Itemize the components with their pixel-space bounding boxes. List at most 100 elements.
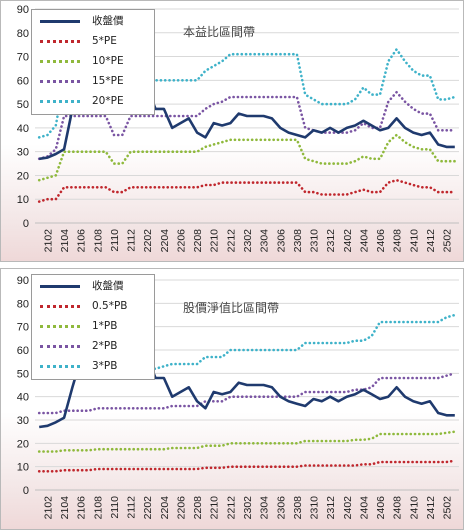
- x-tick-label: 2110: [109, 229, 121, 252]
- legend-item: 1*PB: [40, 319, 150, 333]
- x-tick-label: 2108: [92, 229, 104, 253]
- series-line-2: [37, 430, 457, 453]
- legend-swatch: [40, 365, 80, 368]
- x-tick-label: 2210: [209, 496, 221, 520]
- x-tick-label: 2302: [242, 496, 254, 520]
- legend-swatch: [40, 60, 80, 63]
- y-tick-label: 90: [17, 4, 29, 16]
- y-tick-label: 80: [17, 28, 29, 40]
- x-tick-label: 2110: [109, 496, 121, 519]
- x-tick-label: 2112: [126, 229, 138, 252]
- legend-item: 3*PB: [40, 359, 150, 373]
- series-line-1: [37, 459, 457, 473]
- legend-label: 0.5*PB: [92, 300, 128, 312]
- x-tick-label: 2404: [358, 496, 370, 520]
- legend-swatch: [40, 305, 80, 308]
- legend-item: 收盤價: [40, 279, 150, 293]
- legend-item: 2*PB: [40, 339, 150, 353]
- legend-swatch: [40, 40, 80, 43]
- legend-swatch: [40, 285, 80, 288]
- x-tick-label: 2202: [142, 229, 154, 253]
- y-tick-label: 20: [17, 438, 29, 450]
- legend-label: 收盤價: [92, 280, 124, 292]
- x-tick-label: 2402: [342, 229, 354, 253]
- x-tick-label: 2304: [259, 496, 271, 520]
- legend-label: 3*PB: [92, 360, 118, 372]
- x-tick-label: 2104: [59, 229, 71, 253]
- x-tick-label: 2306: [275, 496, 287, 520]
- x-tick-label: 2108: [92, 496, 104, 520]
- series-line-3: [37, 90, 457, 161]
- x-tick-label: 2210: [209, 229, 221, 253]
- x-tick-label: 2106: [76, 496, 88, 520]
- y-tick-label: 30: [17, 415, 29, 427]
- legend-item: 10*PE: [40, 54, 150, 68]
- x-tick-label: 2408: [392, 496, 404, 520]
- y-tick-label: 0: [23, 485, 29, 497]
- x-tick-label: 2410: [408, 496, 420, 520]
- legend-label: 收盤價: [92, 15, 124, 27]
- x-tick-label: 2312: [325, 496, 337, 520]
- chart-panel-1: 0 10 20 30 40 50 60 70 80 90 2102 2104 2106 2108 2110 2…: [0, 0, 464, 262]
- legend-item: 15*PE: [40, 74, 150, 88]
- legend-label: 10*PE: [92, 55, 124, 67]
- y-tick-label: 40: [17, 392, 29, 404]
- chart-title: 本益比區間帶: [183, 25, 256, 39]
- chart-title: 股價淨值比區間帶: [183, 301, 280, 315]
- legend-swatch: [40, 345, 80, 348]
- legend-swatch: [40, 100, 80, 103]
- x-tick-label: 2404: [358, 229, 370, 253]
- legend-label: 20*PE: [92, 95, 124, 107]
- x-tick-label: 2502: [442, 229, 454, 253]
- x-tick-label: 2406: [375, 229, 387, 253]
- legend-label: 1*PB: [92, 320, 118, 332]
- x-tick-label: 2412: [425, 229, 437, 253]
- x-tick-label: 2104: [59, 496, 71, 520]
- legend: 收盤價 5*PE 10*PE 15*PE 20*PE: [31, 9, 155, 115]
- y-tick-label: 40: [17, 123, 29, 135]
- legend-item: 0.5*PB: [40, 299, 150, 313]
- y-tick-label: 60: [17, 345, 29, 357]
- x-tick-label: 2308: [292, 229, 304, 253]
- x-tick-label: 2206: [175, 496, 187, 520]
- x-tick-label: 2304: [259, 229, 271, 253]
- x-tick-label: 2310: [309, 496, 321, 520]
- legend-swatch: [40, 325, 80, 328]
- x-tick-label: 2206: [175, 229, 187, 253]
- x-tick-label: 2106: [76, 229, 88, 253]
- x-tick-label: 2204: [159, 496, 171, 520]
- series-line-1: [37, 178, 457, 203]
- chart-svg: 0 10 20 30 40 50 60 70 80 90 2102 2104 2106 2108 2110 2…: [17, 275, 459, 520]
- x-tick-label: 2112: [126, 496, 138, 519]
- x-tick-label: 2312: [325, 229, 337, 253]
- legend-label: 15*PE: [92, 75, 124, 87]
- legend-swatch: [40, 80, 80, 83]
- y-tick-label: 80: [17, 298, 29, 310]
- legend: 收盤價 0.5*PB 1*PB 2*PB 3*PB: [31, 274, 155, 380]
- chart-panel-2: 0 10 20 30 40 50 60 70 80 90 2102 2104 2106 2108 2110 2…: [0, 268, 464, 530]
- x-tick-label: 2408: [392, 229, 404, 253]
- x-tick-label: 2310: [309, 229, 321, 253]
- series-line-3: [37, 372, 457, 415]
- y-tick-label: 20: [17, 170, 29, 182]
- x-tick-label: 2208: [192, 229, 204, 253]
- x-tick-label: 2308: [292, 496, 304, 520]
- y-tick-label: 70: [17, 52, 29, 64]
- y-tick-label: 50: [17, 368, 29, 380]
- x-tick-label: 2306: [275, 229, 287, 253]
- y-tick-label: 50: [17, 99, 29, 111]
- x-tick-label: 2208: [192, 496, 204, 520]
- x-tick-label: 2102: [42, 229, 54, 253]
- x-tick-label: 2102: [42, 496, 54, 520]
- legend-item: 收盤價: [40, 14, 150, 28]
- legend-swatch: [40, 20, 80, 23]
- legend-item: 5*PE: [40, 34, 150, 48]
- x-tick-label: 2406: [375, 496, 387, 520]
- legend-label: 2*PB: [92, 340, 118, 352]
- x-tick-label: 2502: [442, 496, 454, 520]
- y-tick-label: 10: [17, 194, 29, 206]
- x-tick-label: 2402: [342, 496, 354, 520]
- y-tick-label: 0: [23, 218, 29, 230]
- y-tick-label: 60: [17, 75, 29, 87]
